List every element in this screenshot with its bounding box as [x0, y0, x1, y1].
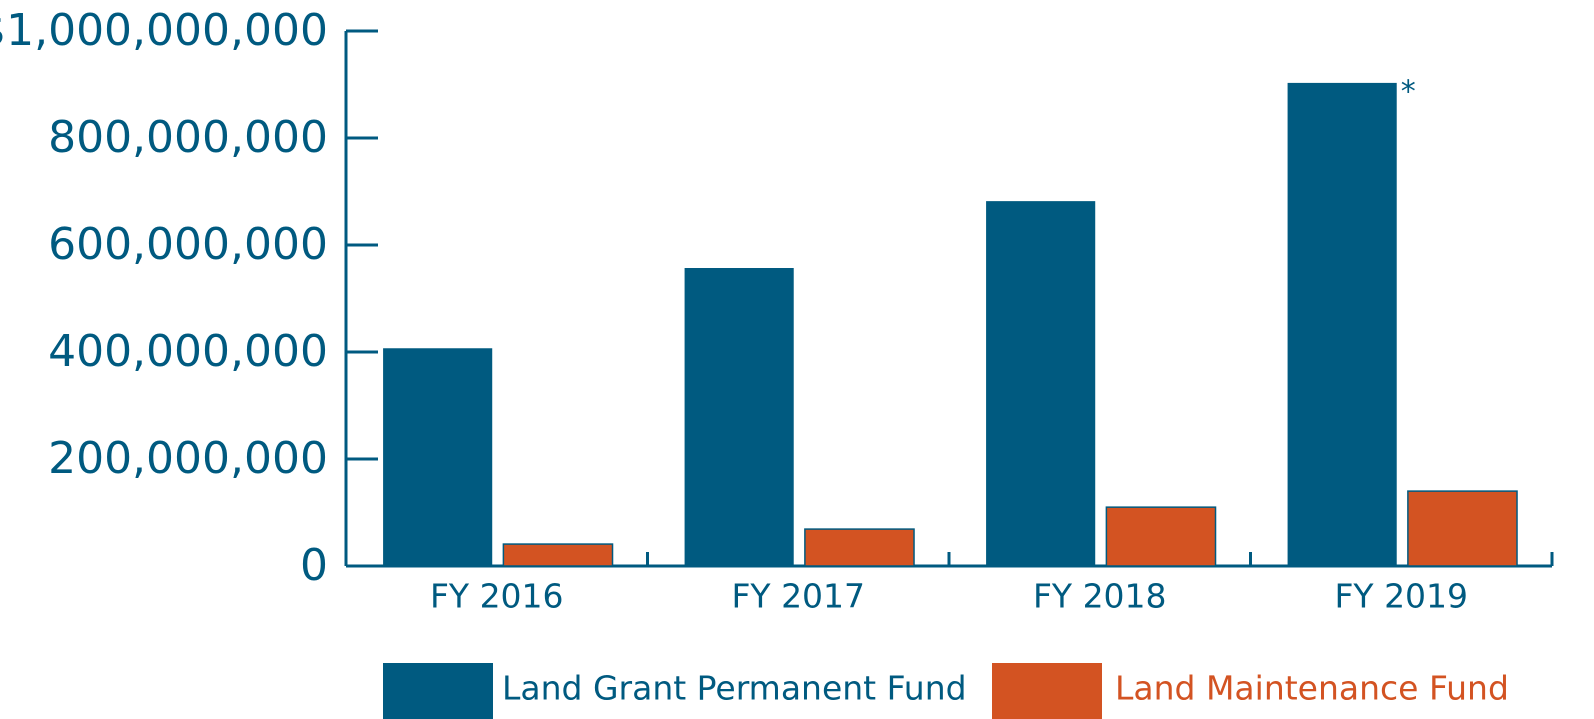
x-tick-label: FY 2017	[731, 577, 865, 616]
bar	[1287, 82, 1397, 567]
bar	[1105, 506, 1217, 567]
y-tick-label: $1,000,000,000	[0, 5, 328, 56]
legend-label: Land Maintenance Fund	[1115, 669, 1509, 708]
y-tick-label: 200,000,000	[48, 433, 328, 484]
bar	[1407, 490, 1518, 567]
y-tick-label: 600,000,000	[48, 219, 328, 270]
bar	[502, 543, 614, 567]
bar	[684, 268, 794, 566]
legend-swatch	[383, 663, 493, 719]
annotation: *	[1401, 74, 1416, 109]
legend-label: Land Grant Permanent Fund	[502, 669, 967, 708]
x-tick-label: FY 2019	[1334, 577, 1468, 616]
y-tick-label: 400,000,000	[48, 326, 328, 377]
x-tick-label: FY 2016	[430, 577, 564, 616]
legend-swatch	[992, 663, 1102, 719]
bar	[986, 201, 1096, 566]
bar	[383, 348, 493, 566]
x-tick-label: FY 2018	[1033, 577, 1167, 616]
bar	[804, 528, 915, 567]
y-tick-label: 0	[300, 540, 328, 591]
y-tick-label: 800,000,000	[48, 112, 328, 163]
